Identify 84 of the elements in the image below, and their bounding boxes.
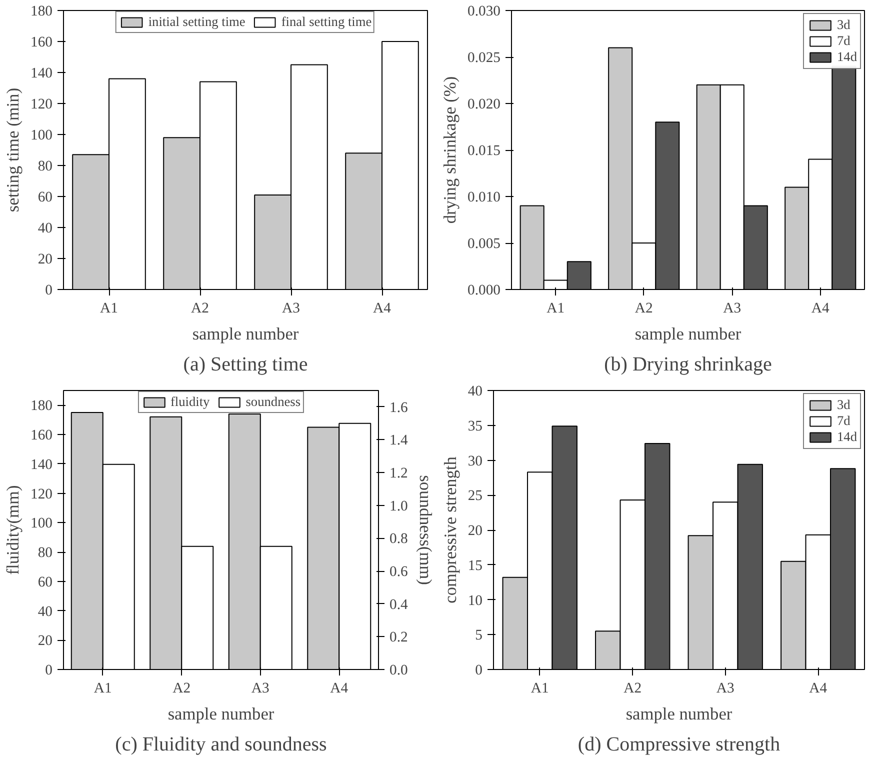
y2-tick-label: 1.0	[390, 498, 408, 514]
y-tick-label: 40	[38, 604, 52, 620]
y-tick-label: 0.000	[468, 282, 501, 298]
x-tick-label: A3	[282, 300, 300, 316]
y-tick-label: 40	[38, 220, 52, 236]
legend-label: initial setting time	[148, 14, 246, 30]
x-axis-title: sample number	[168, 704, 274, 724]
y-tick-label: 140	[30, 66, 52, 82]
x-tick-label: A3	[716, 680, 734, 696]
y-tick-label: 0	[45, 282, 52, 298]
x-tick-label: A1	[100, 300, 118, 316]
y-tick-label: 80	[38, 158, 52, 174]
y-tick-label: 0	[45, 662, 52, 678]
y2-axis-title: soundness(mm)	[416, 475, 435, 586]
y-tick-label: 100	[30, 516, 52, 532]
text: (b) Drying shrinkage	[604, 354, 772, 376]
x-tick-label: A3	[251, 680, 270, 696]
legend-label: 7d	[837, 33, 852, 49]
legend-label: 3d	[837, 17, 852, 33]
y-tick-label: 160	[30, 428, 52, 444]
y-axis-title: compressive strength	[440, 456, 460, 604]
legend-label: 3d	[837, 397, 852, 413]
legend-label: fluidity	[170, 394, 210, 410]
y-tick-label: 15	[468, 558, 482, 574]
y-tick-label: 0.015	[468, 143, 501, 159]
y2-tick-label: 0.2	[390, 630, 408, 646]
x-tick-label: A1	[530, 680, 549, 696]
y-tick-label: 5	[475, 628, 482, 644]
x-tick-label: A2	[172, 680, 191, 696]
legend-label: final setting time	[281, 14, 372, 30]
y2-tick-label: 1.4	[390, 432, 408, 449]
y-tick-label: 100	[30, 128, 52, 144]
y2-tick-label: 0.4	[390, 596, 408, 613]
y-tick-label: 40	[468, 384, 482, 400]
x-tick-label: A2	[624, 680, 642, 696]
y-tick-label: 80	[38, 545, 52, 562]
y-tick-label: 160	[30, 34, 52, 50]
x-tick-label: A2	[191, 300, 209, 316]
y-tick-label: 0.005	[468, 236, 501, 252]
y-axis-title: setting time (min)	[4, 88, 23, 212]
legend-label: 14d	[837, 429, 857, 445]
x-tick-label: A1	[94, 680, 112, 696]
y-axis-title: fluidity(mm)	[4, 485, 23, 575]
text: (d) Compressive strength	[578, 734, 780, 756]
x-tick-label: A1	[546, 300, 565, 316]
x-tick-label: A2	[634, 300, 653, 316]
x-axis-title: sample number	[192, 324, 299, 344]
y-tick-label: 180	[30, 4, 52, 20]
x-axis-title: sample number	[634, 324, 742, 344]
y-tick-label: 35	[468, 418, 482, 434]
y2-tick-label: 0.0	[390, 662, 408, 678]
y-tick-label: 10	[468, 592, 482, 609]
y-axis-title: drying shrinkage (%)	[440, 76, 460, 224]
y-tick-label: 140	[30, 456, 52, 473]
y-tick-label: 0.020	[468, 96, 501, 112]
legend-label: 7d	[837, 413, 852, 429]
x-tick-label: A4	[373, 300, 392, 316]
y2-tick-label: 0.8	[390, 531, 408, 548]
y-tick-label: 25	[468, 488, 482, 504]
y-tick-label: 20	[38, 633, 52, 650]
text: (c) Fluidity and soundness	[115, 734, 328, 756]
legend-label: 14d	[837, 49, 857, 65]
legend-label: soundness	[246, 394, 301, 410]
y-tick-label: 30	[468, 453, 482, 470]
x-axis-title: sample number	[626, 704, 732, 724]
y-tick-label: 120	[30, 486, 52, 502]
text: (a) Setting time	[183, 354, 308, 376]
y-tick-label: 180	[30, 398, 52, 414]
y-tick-label: 60	[38, 574, 52, 590]
y-tick-label: 0	[475, 662, 482, 678]
y2-tick-label: 1.2	[390, 466, 408, 482]
y-tick-label: 20	[468, 523, 482, 539]
x-tick-label: A4	[811, 300, 830, 316]
y-tick-label: 0.010	[468, 190, 501, 206]
x-tick-label: A4	[330, 680, 349, 696]
x-tick-label: A4	[809, 680, 828, 696]
y-tick-label: 120	[30, 96, 52, 112]
y2-tick-label: 0.6	[390, 564, 408, 580]
y-tick-label: 60	[38, 190, 52, 206]
x-tick-label: A3	[723, 300, 742, 316]
y-tick-label: 0.030	[468, 4, 501, 20]
y-tick-label: 0.025	[468, 50, 501, 66]
y-tick-label: 20	[38, 252, 52, 268]
y2-tick-label: 1.6	[390, 400, 408, 416]
